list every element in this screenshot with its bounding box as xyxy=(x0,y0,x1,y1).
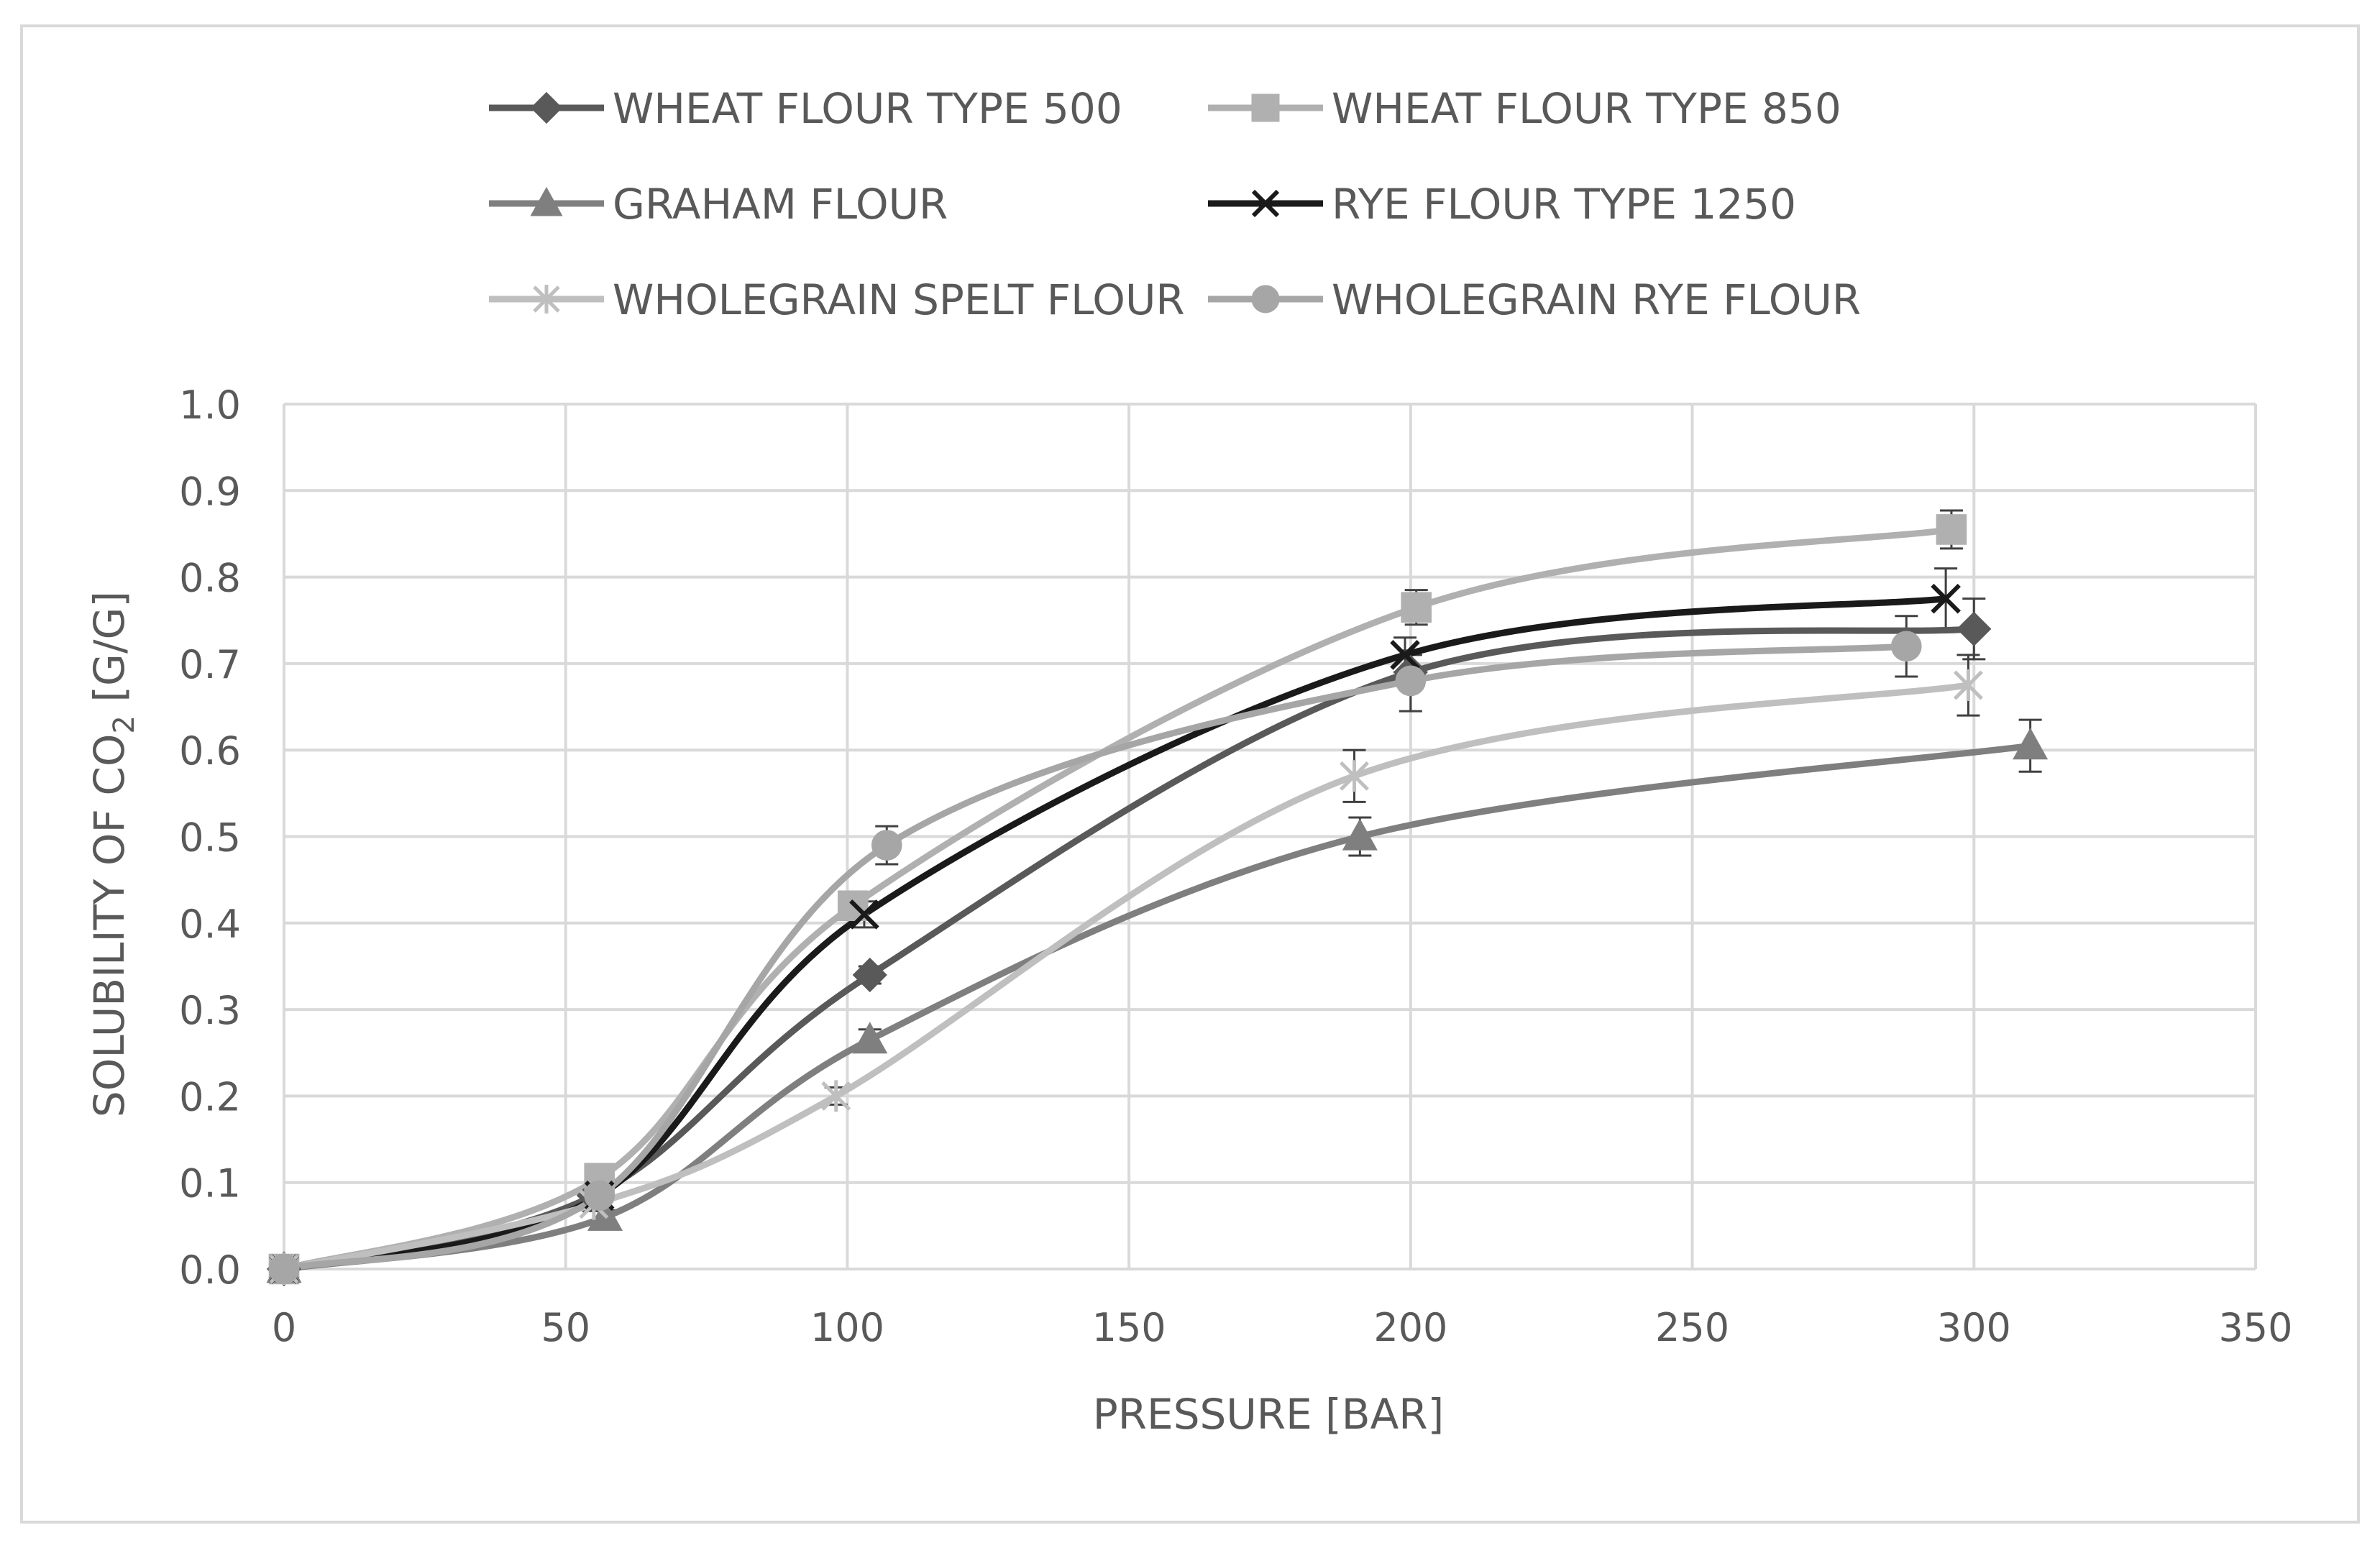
y-tick-label: 0.6 xyxy=(179,728,241,774)
data-point xyxy=(584,1180,615,1212)
y-tick-label: 0.5 xyxy=(179,815,241,861)
legend-item-2: GRAHAM FLOUR xyxy=(489,180,948,229)
x-tick-labels: 0 50 100 150 200 250 300 350 xyxy=(272,1305,2293,1350)
y-tick-label: 0.1 xyxy=(179,1161,241,1206)
data-point xyxy=(1956,611,1992,646)
legend-item-3: RYE FLOUR TYPE 1250 xyxy=(1208,180,1796,229)
data-point xyxy=(1390,640,1420,670)
y-tick-label: 0.3 xyxy=(179,988,241,1033)
series-line-4 xyxy=(280,682,1972,1273)
legend-label: WHOLEGRAIN RYE FLOUR xyxy=(1332,275,1861,324)
series-line-3 xyxy=(280,595,1949,1273)
data-point xyxy=(849,899,879,930)
x-axis-title: PRESSURE [BAR] xyxy=(1093,1390,1444,1439)
series-line-5 xyxy=(280,643,1910,1273)
legend-marker xyxy=(533,285,560,313)
data-point xyxy=(1342,818,1378,851)
data-point xyxy=(1931,583,1961,614)
legend-marker xyxy=(530,91,563,124)
y-tick-labels: 0.0 0.1 0.2 0.3 0.4 0.5 0.6 0.7 0.8 0.9 1.0 xyxy=(179,383,241,1293)
y-tick-label: 0.2 xyxy=(179,1074,241,1119)
legend-item-5: WHOLEGRAIN RYE FLOUR xyxy=(1208,275,1861,324)
legend-item-0: WHEAT FLOUR TYPE 500 xyxy=(489,84,1122,133)
y-tick-label: 1.0 xyxy=(179,383,241,428)
data-point xyxy=(1401,592,1432,623)
x-tick-label: 300 xyxy=(1937,1305,2011,1350)
legend-marker xyxy=(1251,189,1280,218)
data-point xyxy=(852,957,887,993)
x-tick-label: 0 xyxy=(272,1305,296,1350)
y-axis-title-prefix: SOLUBILITY OF CO xyxy=(85,734,134,1118)
legend-marker xyxy=(530,186,563,216)
x-tick-label: 350 xyxy=(2218,1305,2292,1350)
data-point xyxy=(268,1253,300,1285)
x-tick-label: 100 xyxy=(810,1305,884,1350)
legend-label: WHEAT FLOUR TYPE 500 xyxy=(613,84,1122,133)
series-line-1 xyxy=(280,526,1955,1273)
gridlines xyxy=(283,403,2257,1270)
y-axis-title-subscript: 2 xyxy=(108,715,141,733)
data-point xyxy=(2013,728,2049,760)
legend-item-1: WHEAT FLOUR TYPE 850 xyxy=(1208,84,1841,133)
data-point xyxy=(821,1080,851,1112)
legend-marker xyxy=(1251,93,1280,122)
data-point xyxy=(871,830,902,861)
legend-label: WHOLEGRAIN SPELT FLOUR xyxy=(613,275,1185,324)
data-point xyxy=(1936,514,1967,545)
data-point xyxy=(1953,669,1983,701)
data-point xyxy=(1340,760,1369,792)
x-tick-label: 150 xyxy=(1092,1305,1166,1350)
legend-label: GRAHAM FLOUR xyxy=(613,180,948,229)
series-line-2 xyxy=(280,742,2034,1273)
y-axis-title-suffix: [G/G] xyxy=(85,591,134,715)
x-tick-label: 50 xyxy=(541,1305,590,1350)
legend-label: RYE FLOUR TYPE 1250 xyxy=(1332,180,1796,229)
x-tick-label: 250 xyxy=(1655,1305,1729,1350)
x-tick-label: 200 xyxy=(1373,1305,1447,1350)
legend: WHEAT FLOUR TYPE 500 WHEAT FLOUR TYPE 850… xyxy=(489,84,1861,324)
y-tick-label: 0.9 xyxy=(179,469,241,514)
y-tick-label: 0.4 xyxy=(179,902,241,947)
data-point xyxy=(1395,665,1427,697)
y-tick-label: 0.7 xyxy=(179,642,241,687)
y-tick-label: 0.0 xyxy=(179,1247,241,1293)
data-point xyxy=(852,1022,888,1054)
series-lines xyxy=(280,526,2034,1273)
y-tick-label: 0.8 xyxy=(179,556,241,601)
y-axis-title: SOLUBILITY OF CO2 [G/G] xyxy=(85,591,141,1117)
data-point xyxy=(1890,631,1922,662)
legend-marker xyxy=(1251,285,1280,313)
legend-item-4: WHOLEGRAIN SPELT FLOUR xyxy=(489,275,1185,324)
series-markers xyxy=(266,514,2049,1287)
legend-label: WHEAT FLOUR TYPE 850 xyxy=(1332,84,1841,133)
